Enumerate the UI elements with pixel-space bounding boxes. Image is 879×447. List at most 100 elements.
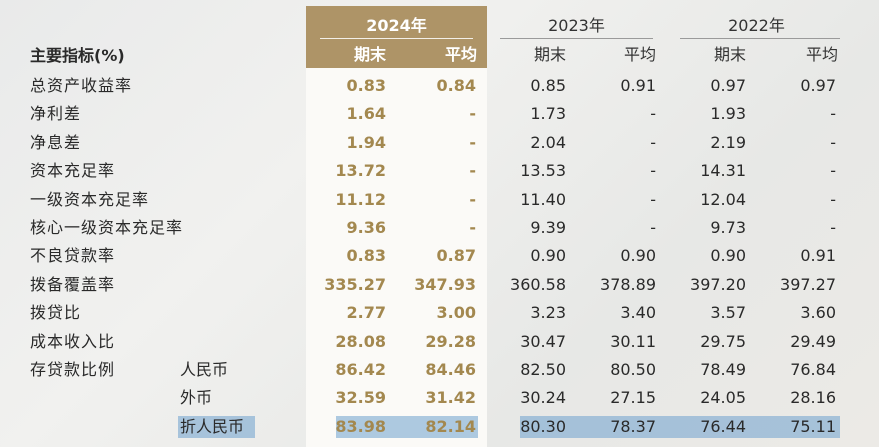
value-cell: 0.97 <box>710 76 746 95</box>
value-cell: 30.11 <box>610 332 656 351</box>
value-cell: 11.40 <box>520 190 566 209</box>
table-row: 不良贷款率 0.83 0.87 0.90 0.90 0.90 0.91 <box>0 242 879 270</box>
table-row: 外币 32.59 31.42 30.24 27.15 24.05 28.16 <box>0 384 879 412</box>
value-cell: 9.73 <box>710 218 746 237</box>
value-cell: 0.90 <box>620 246 656 265</box>
value-cell: - <box>650 218 656 237</box>
year-2024-header-band <box>306 6 487 68</box>
row-sub-label: 外币 <box>180 388 213 407</box>
row-label: 拨贷比 <box>30 303 82 322</box>
year-header-2023: 2023年 <box>548 16 605 35</box>
year-header-2024: 2024年 <box>366 16 427 35</box>
row-label: 总资产收益率 <box>30 76 133 95</box>
table-row: 成本收入比 28.08 29.28 30.47 30.11 29.75 29.49 <box>0 328 879 356</box>
value-cell: 9.36 <box>346 218 386 237</box>
value-cell: 0.97 <box>800 76 836 95</box>
value-cell: 84.46 <box>425 360 476 379</box>
value-cell: 0.84 <box>436 76 476 95</box>
value-cell: 31.42 <box>425 388 476 407</box>
value-cell: 12.04 <box>700 190 746 209</box>
value-cell: 78.49 <box>700 360 746 379</box>
table-row: 存贷款比例 人民币 86.42 84.46 82.50 80.50 78.49 76.84 <box>0 356 879 384</box>
row-label: 资本充足率 <box>30 161 116 180</box>
value-cell: 1.94 <box>346 133 386 152</box>
value-cell: 29.75 <box>700 332 746 351</box>
value-cell: 3.57 <box>710 303 746 322</box>
value-cell: 0.90 <box>710 246 746 265</box>
value-cell: - <box>469 190 476 209</box>
value-cell: 378.89 <box>600 275 656 294</box>
value-cell: 9.39 <box>530 218 566 237</box>
value-cell: - <box>650 190 656 209</box>
sub-header-2022-avg: 平均 <box>805 45 838 64</box>
value-cell: 30.47 <box>520 332 566 351</box>
value-cell: 0.83 <box>346 76 386 95</box>
value-cell: 3.23 <box>530 303 566 322</box>
table-row: 核心一级资本充足率 9.36 - 9.39 - 9.73 - <box>0 214 879 242</box>
value-cell: 82.50 <box>520 360 566 379</box>
year-2024-column-band <box>306 68 487 447</box>
value-cell: 80.30 <box>520 417 566 436</box>
value-cell: 13.72 <box>335 161 386 180</box>
sub-header-2022-end: 期末 <box>713 45 746 64</box>
value-cell: 32.59 <box>335 388 386 407</box>
value-cell: 0.83 <box>346 246 386 265</box>
sub-header-2023-avg: 平均 <box>623 45 656 64</box>
value-cell: 76.44 <box>700 417 746 436</box>
row-label: 拨备覆盖率 <box>30 275 116 294</box>
table-row: 折人民币 83.98 82.14 80.30 78.37 76.44 75.11 <box>0 413 879 441</box>
value-cell: 14.31 <box>700 161 746 180</box>
table-title: 主要指标(%) <box>30 46 125 65</box>
value-cell: 86.42 <box>335 360 386 379</box>
value-cell: - <box>469 133 476 152</box>
value-cell: 1.64 <box>346 104 386 123</box>
value-cell: - <box>650 161 656 180</box>
value-cell: 28.08 <box>335 332 386 351</box>
value-cell: 335.27 <box>324 275 386 294</box>
value-cell: 78.37 <box>610 417 656 436</box>
value-cell: 0.87 <box>436 246 476 265</box>
value-cell: - <box>830 190 836 209</box>
value-cell: 75.11 <box>790 417 836 436</box>
value-cell: - <box>650 104 656 123</box>
value-cell: - <box>830 218 836 237</box>
value-cell: 3.00 <box>436 303 476 322</box>
table-row: 净利差 1.64 - 1.73 - 1.93 - <box>0 100 879 128</box>
year-2024-header-divider <box>320 38 473 39</box>
row-sub-label: 折人民币 <box>180 417 245 436</box>
value-cell: 24.05 <box>700 388 746 407</box>
value-cell: 30.24 <box>520 388 566 407</box>
value-cell: - <box>830 104 836 123</box>
value-cell: 29.49 <box>790 332 836 351</box>
value-cell: 13.53 <box>520 161 566 180</box>
value-cell: 360.58 <box>510 275 566 294</box>
row-label: 一级资本充足率 <box>30 190 150 209</box>
year-header-2022: 2022年 <box>728 16 785 35</box>
value-cell: 397.20 <box>690 275 746 294</box>
value-cell: 0.90 <box>530 246 566 265</box>
table-row: 拨备覆盖率 335.27 347.93 360.58 378.89 397.20 397.2… <box>0 271 879 299</box>
row-sub-label: 人民币 <box>180 360 229 379</box>
value-cell: 83.98 <box>335 417 386 436</box>
table-row: 资本充足率 13.72 - 13.53 - 14.31 - <box>0 157 879 185</box>
row-label: 核心一级资本充足率 <box>30 218 184 237</box>
value-cell: - <box>469 161 476 180</box>
value-cell: 0.85 <box>530 76 566 95</box>
value-cell: 80.50 <box>610 360 656 379</box>
row-highlight <box>336 416 478 438</box>
value-cell: - <box>650 133 656 152</box>
value-cell: 76.84 <box>790 360 836 379</box>
row-label: 净息差 <box>30 133 82 152</box>
row-label: 不良贷款率 <box>30 246 116 265</box>
row-highlight <box>178 416 255 438</box>
value-cell: 397.27 <box>780 275 836 294</box>
row-highlight <box>520 416 840 438</box>
value-cell: 29.28 <box>425 332 476 351</box>
value-cell: 0.91 <box>620 76 656 95</box>
value-cell: 0.91 <box>800 246 836 265</box>
value-cell: 2.77 <box>346 303 386 322</box>
value-cell: 82.14 <box>425 417 476 436</box>
table-row: 净息差 1.94 - 2.04 - 2.19 - <box>0 129 879 157</box>
value-cell: 2.19 <box>710 133 746 152</box>
